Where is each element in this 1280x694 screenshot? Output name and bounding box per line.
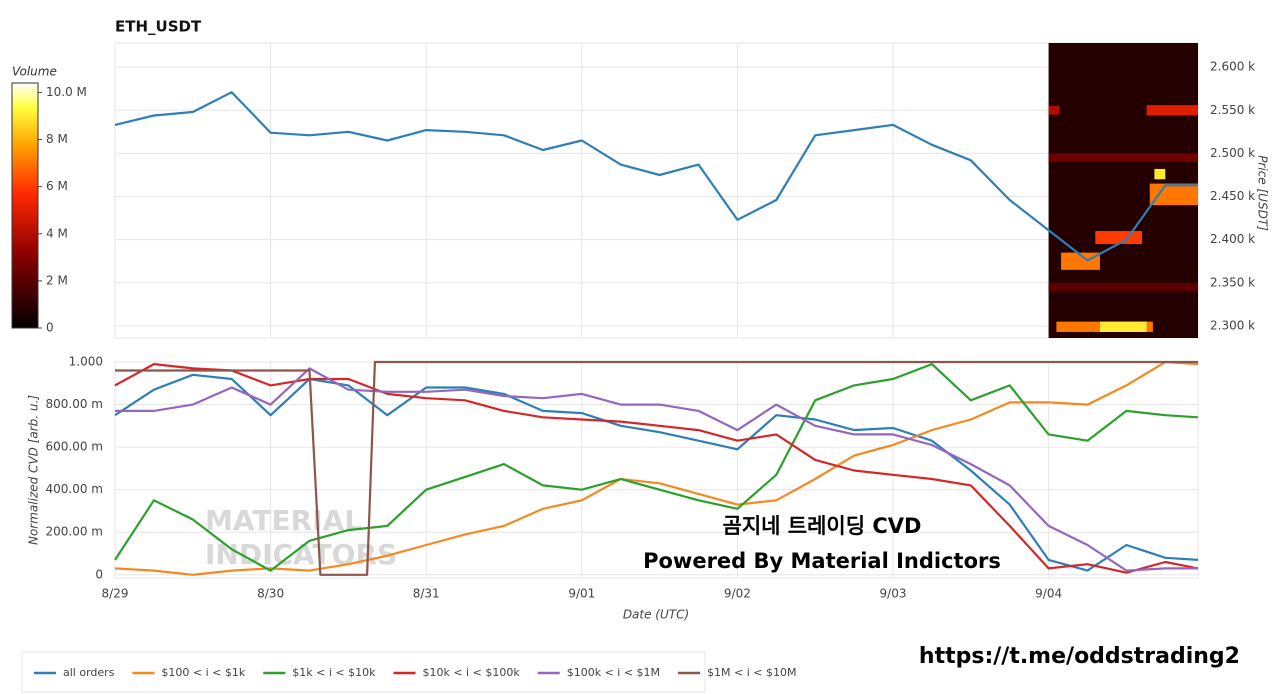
y-tick-label: 1.000 [69, 355, 103, 369]
heatmap-cell [1146, 105, 1198, 116]
y-tick-label: 2.350 k [1210, 275, 1255, 289]
x-tick-label: 9/03 [880, 587, 907, 601]
series-line [114, 363, 1199, 572]
y-axis-label: Normalized CVD [arb. u.] [27, 395, 41, 545]
legend-label: $10k < i < $100k [422, 666, 520, 679]
y-axis-label: Price [USDT] [1256, 155, 1270, 231]
y-tick-label: 400.00 m [46, 482, 104, 496]
heatmap-cell [1154, 168, 1166, 180]
colorbar [11, 82, 39, 329]
y-tick-label: 600.00 m [46, 440, 104, 454]
overlay-title: 곰지네 트레이딩 CVD [723, 514, 922, 538]
watermark: MATERIAL [205, 504, 362, 537]
link: https://t.me/oddstrading2 [919, 644, 1240, 669]
heatmap-cell [1048, 105, 1060, 115]
y-tick-label: 2.500 k [1210, 146, 1255, 160]
y-tick-label: 0 [95, 567, 103, 581]
colorbar-tick-label: 2 M [46, 273, 68, 287]
y-tick-label: 2.300 k [1210, 318, 1255, 332]
colorbar-tick-label: 8 M [46, 132, 68, 146]
y-tick-label: 800.00 m [46, 397, 104, 411]
chart-title: ETH_USDT [115, 18, 202, 36]
series-line [114, 91, 1198, 262]
x-tick-label: 9/02 [724, 587, 751, 601]
plot-frame [114, 42, 1199, 339]
y-tick-label: 2.600 k [1210, 60, 1255, 74]
heatmap-cell [1061, 252, 1100, 270]
x-tick-label: 9/01 [568, 587, 595, 601]
heatmap-cell [1048, 282, 1198, 292]
series-line [114, 373, 1199, 572]
y-tick-label: 200.00 m [46, 525, 104, 539]
overlay-subtitle: Powered By Material Indictors [643, 549, 1001, 573]
colorbar-tick-label: 4 M [46, 226, 68, 240]
series-line [115, 360, 1198, 576]
heatmap-cell [1149, 183, 1198, 206]
colorbar-label: Volume [12, 65, 57, 79]
x-tick-label: 8/31 [413, 587, 440, 601]
colorbar-tick-label: 6 M [46, 179, 68, 193]
watermark: INDICATORS [205, 538, 397, 571]
colorbar-tick-label: 0 [46, 321, 54, 335]
marks: 2.300 k 2.350 k 2.400 k 2.450 k 2.500 k 2.550… [34, 43, 1255, 679]
legend-label: all orders [63, 666, 115, 679]
legend-label: $100k < i < $1M [567, 666, 660, 679]
legend-label: $1M < i < $10M [707, 666, 796, 679]
x-tick-label: 8/29 [102, 587, 129, 601]
colorbar-tick-label: 10.0 M [46, 85, 87, 99]
heatmap-cell [1095, 231, 1142, 244]
x-tick-label: 9/04 [1035, 587, 1062, 601]
heatmap-cell [1099, 321, 1147, 332]
legend-label: $1k < i < $10k [292, 666, 376, 679]
y-tick-label: 2.550 k [1210, 103, 1255, 117]
x-tick-label: 8/30 [257, 587, 284, 601]
x-axis-label: Date (UTC) [623, 608, 689, 622]
y-tick-label: 2.450 k [1210, 189, 1255, 203]
series-line [115, 367, 1198, 572]
heatmap-cell [1048, 153, 1198, 163]
y-tick-label: 2.400 k [1210, 232, 1255, 246]
legend-label: $100 < i < $1k [161, 666, 245, 679]
